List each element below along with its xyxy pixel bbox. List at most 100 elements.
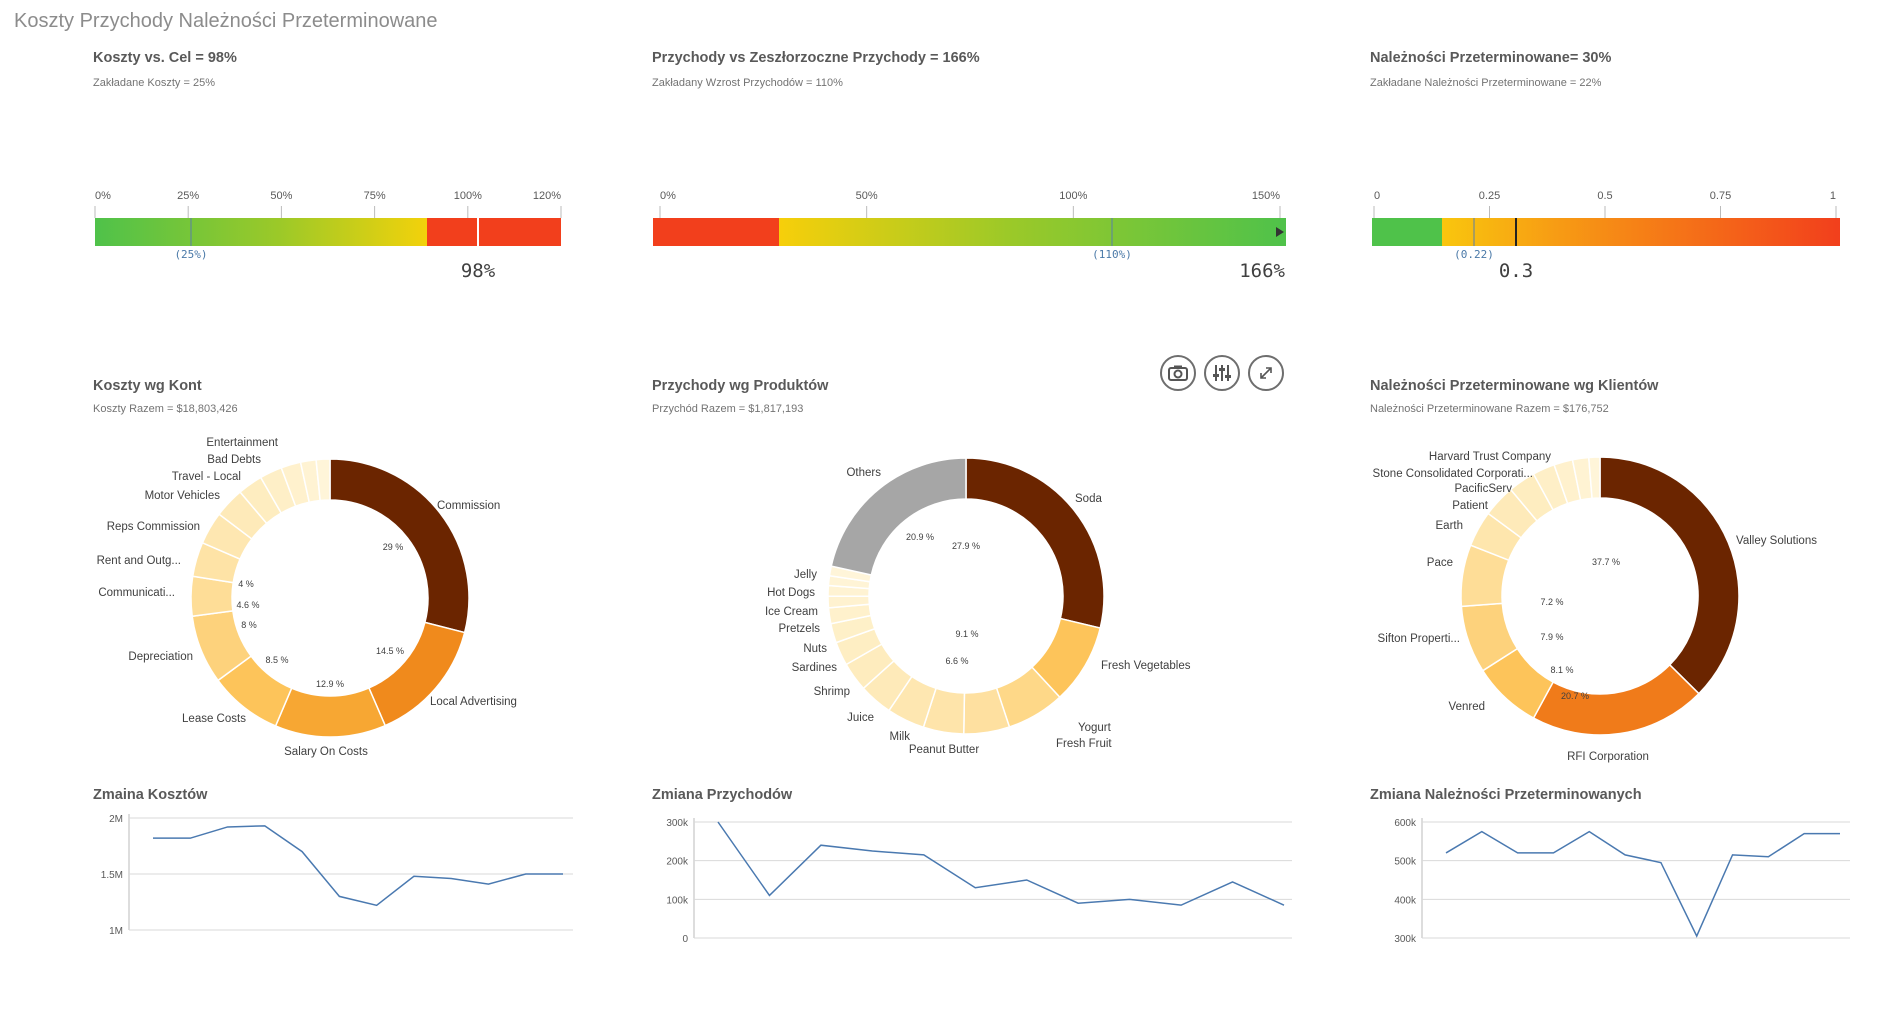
slice-label: Stone Consolidated Corporati... — [1373, 468, 1533, 480]
bullet-value-label: 0.3 — [1499, 260, 1533, 282]
line-series[interactable] — [1445, 830, 1840, 938]
slice-label: Bad Debts — [207, 454, 261, 466]
slice-label: Valley Solutions — [1736, 535, 1817, 547]
donut-slice[interactable] — [1587, 456, 1601, 500]
donut-receivables-header: Należności Przeterminowane wg Klientów N… — [1370, 378, 1658, 415]
line-revenue-title: Zmiana Przychodów — [652, 787, 793, 803]
panel-title: Należności Przeterminowane wg Klientów — [1370, 378, 1659, 394]
bullet-target-label: (25%) — [174, 248, 207, 261]
donut-slice[interactable] — [315, 458, 331, 502]
slice-label: Local Advertising — [430, 696, 517, 708]
slice-label: RFI Corporation — [1567, 751, 1649, 763]
panel-title: Przychody vs Zeszłorzoczne Przychody = 1… — [652, 50, 980, 66]
bullet-value-label: 166% — [1239, 260, 1285, 282]
axis-tick-label: 100% — [1059, 190, 1087, 202]
slice-percent-label: 4 % — [238, 579, 254, 589]
line-chart-receivables[interactable]: 600k 500k 400k 300k — [1370, 810, 1870, 950]
bullet-target-label: (0.22) — [1454, 248, 1494, 261]
slice-label: Patient — [1452, 500, 1489, 512]
panel-title: Przychody wg Produktów — [652, 378, 829, 394]
donut-slice[interactable] — [1599, 456, 1740, 695]
slice-label: Pretzels — [778, 623, 820, 635]
bullet-bad-range — [1442, 218, 1840, 246]
donut-slice[interactable] — [1532, 663, 1700, 736]
slice-label: Jelly — [794, 569, 817, 581]
slice-percent-label: 14.5 % — [376, 646, 404, 656]
expand-icon — [1260, 367, 1272, 379]
slice-label: Rent and Outg... — [97, 555, 181, 567]
slice-label: Harvard Trust Company — [1429, 451, 1551, 463]
slice-label: Reps Commission — [107, 521, 200, 533]
slice-percent-label: 20.9 % — [906, 532, 934, 542]
y-tick-label: 500k — [1394, 857, 1417, 868]
overflow-arrow-icon — [1276, 227, 1284, 237]
line-chart-revenue[interactable]: 300k 200k 100k 0 — [652, 810, 1292, 950]
slice-percent-label: 7.9 % — [1540, 632, 1563, 642]
bullet-good-range — [779, 218, 1286, 246]
donut-chart-costs[interactable]: Commission 29 % Local Advertising 14.5 % Sal… — [0, 420, 600, 780]
y-tick-label: 600k — [1394, 818, 1417, 829]
donut-chart-receivables[interactable]: Valley Solutions 37.7 % RFI Corporation 20.… — [1290, 420, 1890, 780]
slice-label: Shrimp — [814, 686, 850, 698]
slice-label: Soda — [1075, 493, 1102, 505]
y-tick-label: 1M — [109, 926, 123, 937]
bullet-chart-revenue[interactable]: 0% 50% 100% 150% (110%) 166% — [652, 185, 1292, 285]
donut-chart-revenue[interactable]: Soda 27.9 % Fresh Vegetables 9.1 % Yogurt 6.6… — [620, 420, 1260, 780]
axis-tick-label: 1 — [1830, 190, 1836, 202]
slice-label: Sifton Properti... — [1378, 633, 1460, 645]
slice-label: Lease Costs — [182, 713, 246, 725]
axis-tick-label: 0% — [660, 190, 676, 202]
slice-label: Nuts — [803, 643, 827, 655]
kpi-revenue-panel[interactable]: Przychody vs Zeszłorzoczne Przychody = 1… — [652, 50, 1302, 290]
slice-label: Travel - Local — [172, 471, 241, 483]
bullet-chart-costs[interactable]: 0% 25% 50% 75% 100% 120% (25%) 98% — [93, 185, 583, 285]
donut-costs-header: Koszty wg Kont Koszty Razem = $18,803,42… — [93, 378, 238, 415]
y-tick-label: 1.5M — [101, 870, 123, 881]
donut-slice[interactable] — [367, 621, 466, 727]
axis-tick-label: 0.75 — [1710, 190, 1731, 202]
axis-tick-label: 150% — [1252, 190, 1280, 202]
panel-title: Koszty vs. Cel = 98% — [93, 50, 237, 66]
slice-label: Depreciation — [128, 651, 193, 663]
y-tick-label: 300k — [1394, 934, 1417, 945]
line-series[interactable] — [717, 821, 1285, 906]
axis-tick-label: 0.25 — [1479, 190, 1500, 202]
panel-subtitle: Zakładany Wzrost Przychodów = 110% — [652, 77, 843, 89]
y-tick-label: 100k — [666, 895, 689, 906]
snapshot-button[interactable] — [1160, 355, 1196, 391]
line-costs-title: Zmaina Kosztów — [93, 787, 208, 803]
donut-slice[interactable] — [965, 457, 1105, 629]
adjust-button[interactable] — [1204, 355, 1240, 391]
panel-subtitle: Przychód Razem = $1,817,193 — [652, 403, 804, 415]
slice-label: Motor Vehicles — [145, 490, 221, 502]
bullet-chart-receivables[interactable]: 0 0.25 0.5 0.75 1 (0.22) 0.3 — [1370, 185, 1860, 285]
slice-label: Sardines — [792, 662, 838, 674]
axis-tick-label: 0.5 — [1597, 190, 1612, 202]
slice-percent-label: 8 % — [241, 620, 257, 630]
kpi-costs-panel[interactable]: Koszty vs. Cel = 98% Zakładane Koszty = … — [93, 50, 593, 290]
axis-tick-label: 50% — [270, 190, 292, 202]
slice-percent-label: 20.7 % — [1561, 691, 1589, 701]
slice-percent-label: 29 % — [383, 542, 404, 552]
camera-icon — [1168, 365, 1188, 381]
line-chart-costs[interactable]: 2M 1.5M 1M — [93, 810, 593, 950]
expand-button[interactable] — [1248, 355, 1284, 391]
y-tick-label: 0 — [682, 934, 688, 945]
line-receivables-title: Zmiana Należności Przeterminowanych — [1370, 787, 1642, 803]
slice-label: Earth — [1436, 520, 1464, 532]
adjust-icon — [1213, 365, 1231, 381]
slice-label: Others — [846, 467, 881, 479]
line-series[interactable] — [153, 825, 563, 907]
kpi-receivables-panel[interactable]: Należności Przeterminowane= 30% Zakładan… — [1370, 50, 1870, 290]
panel-subtitle: Należności Przeterminowane Razem = $176,… — [1370, 403, 1609, 415]
donut-slice[interactable] — [274, 686, 387, 738]
slice-label: Pace — [1427, 557, 1453, 569]
donut-revenue-header: Przychody wg Produktów Przychód Razem = … — [652, 378, 828, 415]
slice-label: Juice — [847, 712, 874, 724]
slice-label: Entertainment — [206, 437, 278, 449]
donut-slice[interactable] — [830, 457, 967, 576]
axis-tick-label: 100% — [454, 190, 482, 202]
slice-label: Peanut Butter — [909, 744, 979, 756]
panel-subtitle: Koszty Razem = $18,803,426 — [93, 403, 238, 415]
bullet-bad-range — [653, 218, 779, 246]
